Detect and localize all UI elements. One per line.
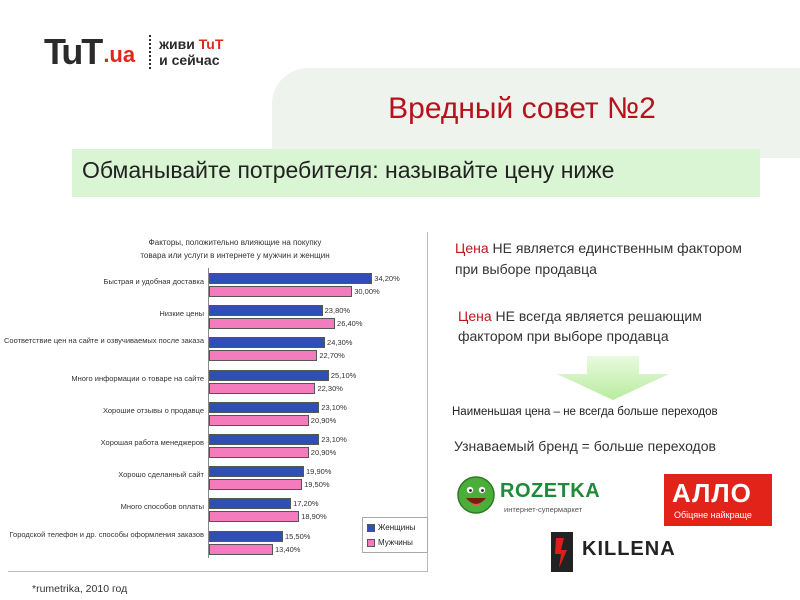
- note-price-not-only: Цена НЕ является единственным фактором п…: [455, 238, 755, 280]
- legend-label-women: Женщины: [378, 523, 416, 532]
- bar-women: [209, 337, 326, 349]
- bar-men: [209, 543, 273, 555]
- allo-tagline: Обіцяне найкраще: [674, 510, 752, 520]
- killena-logo: KILLENA: [550, 530, 690, 576]
- rozetka-logo: ROZETKA интернет-супермаркет: [456, 474, 606, 522]
- value-label-women: 23,10%: [321, 402, 347, 412]
- bar-men: [209, 318, 336, 330]
- category-label: Много способов оплаты: [120, 502, 204, 512]
- note-price-not-decisive: Цена НЕ всегда является решающим факторо…: [458, 306, 758, 346]
- header-panel: [272, 68, 800, 158]
- bar-women: [209, 434, 320, 445]
- value-label-men: 22,70%: [319, 351, 345, 361]
- bar-men: [209, 350, 318, 362]
- value-label-men: 20,90%: [310, 448, 337, 457]
- value-label-men: 20,90%: [310, 415, 337, 425]
- legend-swatch-men: [367, 538, 375, 547]
- value-label-women: 17,20%: [293, 499, 319, 509]
- down-arrow-icon: [557, 356, 669, 400]
- bar-women: [209, 466, 305, 478]
- bar-women: [209, 530, 283, 542]
- value-label-men: 26,40%: [337, 319, 363, 329]
- chart-title-line1: Факторы, положительно влияющие на покупк…: [148, 238, 322, 247]
- category-label: Много информации о товаре на сайте: [71, 373, 204, 383]
- category-label: Низкие цены: [159, 309, 204, 319]
- slogan-brand: TuT: [198, 36, 224, 52]
- bar-women: [209, 401, 320, 413]
- bar-men: [209, 414, 309, 426]
- legend-swatch-women: [367, 523, 375, 532]
- tut-ua-logo: TuT .ua живи TuT и сейчас: [44, 30, 223, 74]
- value-label-women: 23,80%: [324, 306, 351, 316]
- category-label: Соответствие цен на сайте и озвучиваемых…: [4, 336, 204, 346]
- note1-red-word: Цена: [455, 240, 489, 256]
- chart-title-line2: товара или услуги в интернете у мужчин и…: [140, 251, 330, 260]
- value-label-men: 22,30%: [317, 383, 343, 393]
- category-label: Хорошо сделанный сайт: [118, 470, 204, 480]
- bar-women: [209, 273, 373, 284]
- chart-frame: [8, 232, 428, 572]
- category-label: Городской телефон и др. способы оформлен…: [9, 529, 205, 539]
- rozetka-tagline: интернет-супермаркет: [504, 505, 583, 514]
- bar-men: [209, 382, 316, 394]
- slogan-word: живи: [159, 36, 199, 52]
- logo-domain: .ua: [103, 42, 136, 67]
- logo-slogan: живи TuT и сейчас: [159, 36, 223, 68]
- legend-label-men: Мужчины: [378, 538, 413, 547]
- category-label: Хорошие отзывы о продавце: [102, 405, 204, 415]
- rozetka-smiley-icon: [457, 476, 495, 514]
- value-label-women: 15,50%: [285, 531, 311, 541]
- value-label-men: 19,50%: [304, 480, 330, 490]
- conclusion-lowest-price: Наименьшая цена – не всегда больше перех…: [452, 406, 718, 418]
- logo-brand: TuT: [44, 31, 103, 72]
- source-footnote: *rumetrika, 2010 год: [32, 583, 128, 595]
- value-label-women: 34,20%: [374, 274, 400, 283]
- killena-name: KILLENA: [582, 538, 676, 560]
- bar-men: [209, 447, 309, 458]
- value-label-men: 30,00%: [354, 287, 380, 296]
- bar-women: [209, 369, 329, 381]
- allo-logo: АЛЛО Обіцяне найкраще: [664, 474, 772, 526]
- bar-men: [209, 286, 353, 297]
- note2-text: НЕ всегда является решающим фактором при…: [458, 308, 702, 344]
- legend-item-women: Женщины: [367, 523, 415, 532]
- legend-item-men: Мужчины: [367, 538, 413, 547]
- category-label: Быстрая и удобная доставка: [103, 277, 204, 286]
- bar-men: [209, 511, 300, 523]
- bar-men: [209, 479, 303, 491]
- bar-women: [209, 305, 323, 317]
- value-label-men: 18,90%: [301, 512, 327, 522]
- category-label: Хорошая работа менеджеров: [100, 438, 204, 447]
- subtitle-box: [72, 149, 760, 197]
- value-label-women: 23,10%: [321, 435, 347, 444]
- rozetka-name: ROZETKA: [500, 480, 601, 502]
- value-label-women: 24,30%: [327, 338, 353, 348]
- value-label-men: 13,40%: [274, 544, 301, 554]
- logo-divider: [149, 35, 152, 69]
- chart-axis: [208, 268, 209, 558]
- note2-red-word: Цена: [458, 308, 492, 324]
- conclusion-brand: Узнаваемый бренд = больше переходов: [454, 438, 716, 454]
- killena-emblem-icon: [551, 532, 573, 572]
- value-label-women: 25,10%: [330, 370, 357, 380]
- slide-subtitle: Обманывайте потребителя: называйте цену …: [82, 157, 615, 183]
- bar-women: [209, 498, 292, 510]
- allo-name: АЛЛО: [672, 478, 752, 508]
- chart-legend: Женщины Мужчины: [362, 517, 428, 553]
- slide-title: Вредный совет №2: [388, 92, 656, 125]
- value-label-women: 19,90%: [306, 467, 332, 477]
- slogan-line2: и сейчас: [159, 52, 220, 68]
- note1-text: НЕ является единственным фактором при вы…: [455, 240, 742, 277]
- chart-title: Факторы, положительно влияющие на покупк…: [110, 236, 360, 262]
